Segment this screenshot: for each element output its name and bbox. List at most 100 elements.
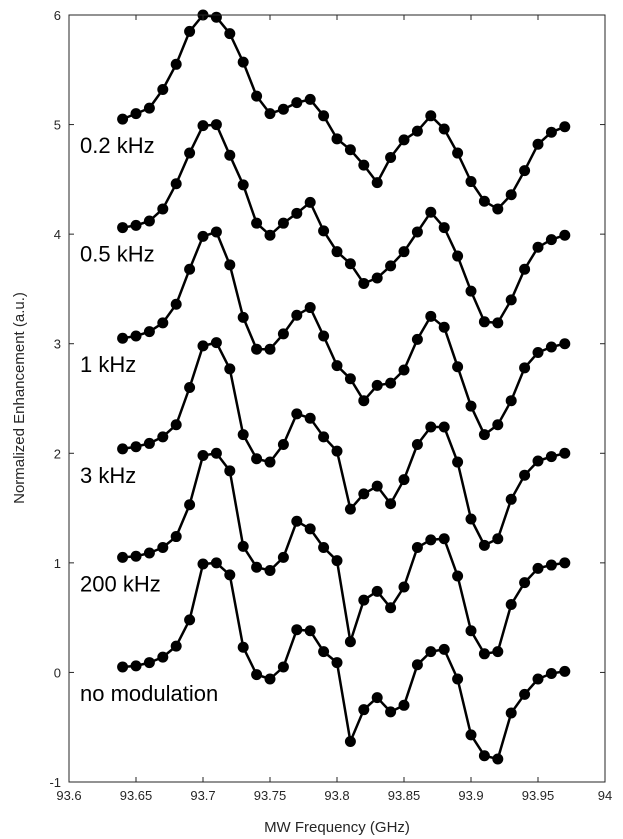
data-point bbox=[532, 241, 544, 253]
data-point bbox=[545, 668, 557, 680]
data-point bbox=[251, 90, 263, 102]
data-point bbox=[371, 272, 383, 284]
data-point bbox=[224, 569, 236, 581]
data-point bbox=[465, 729, 477, 741]
data-point bbox=[505, 493, 517, 505]
data-point bbox=[318, 330, 330, 342]
data-point bbox=[210, 119, 222, 131]
data-point bbox=[492, 646, 504, 658]
data-point bbox=[291, 624, 303, 636]
data-point bbox=[545, 234, 557, 246]
data-point bbox=[117, 332, 129, 344]
data-point bbox=[559, 338, 571, 350]
data-point bbox=[492, 753, 504, 765]
data-point bbox=[358, 159, 370, 171]
data-point bbox=[545, 126, 557, 138]
data-point bbox=[532, 673, 544, 685]
data-point bbox=[478, 648, 490, 660]
x-tick-label: 93.65 bbox=[120, 788, 153, 803]
data-point bbox=[532, 346, 544, 358]
data-point bbox=[358, 277, 370, 289]
data-point bbox=[277, 328, 289, 340]
data-point bbox=[264, 343, 276, 355]
series-line bbox=[122, 561, 566, 761]
data-point bbox=[143, 326, 155, 338]
series-label: 0.5 kHz bbox=[80, 242, 155, 267]
data-point bbox=[143, 547, 155, 559]
data-point bbox=[264, 673, 276, 685]
data-point bbox=[398, 364, 410, 376]
data-point bbox=[210, 337, 222, 349]
data-point bbox=[237, 429, 249, 441]
data-point bbox=[197, 340, 209, 352]
y-axis-ticks: -1 0 1 2 3 4 5 6 bbox=[49, 8, 605, 790]
data-point bbox=[117, 222, 129, 234]
data-point bbox=[478, 539, 490, 551]
data-point bbox=[224, 465, 236, 477]
data-point bbox=[478, 429, 490, 441]
x-axis-label: MW Frequency (GHz) bbox=[264, 819, 410, 836]
data-point bbox=[170, 298, 182, 310]
data-point bbox=[184, 263, 196, 275]
data-point bbox=[519, 577, 531, 589]
data-point bbox=[492, 203, 504, 215]
data-point bbox=[197, 558, 209, 570]
data-point bbox=[264, 108, 276, 120]
data-point bbox=[411, 125, 423, 137]
y-tick-label: 0 bbox=[54, 665, 61, 680]
y-tick-label: 5 bbox=[54, 118, 61, 133]
data-point bbox=[277, 661, 289, 673]
data-point bbox=[505, 707, 517, 719]
data-point bbox=[170, 531, 182, 543]
data-point bbox=[398, 699, 410, 711]
data-point bbox=[519, 165, 531, 177]
data-point bbox=[438, 533, 450, 545]
y-axis-label: Normalized Enhancement (a.u.) bbox=[11, 292, 28, 504]
data-point bbox=[224, 259, 236, 271]
data-point bbox=[385, 602, 397, 614]
data-point bbox=[545, 341, 557, 353]
data-point bbox=[559, 557, 571, 569]
data-point bbox=[237, 179, 249, 191]
data-point bbox=[371, 480, 383, 492]
y-tick-label: -1 bbox=[49, 775, 61, 790]
data-point bbox=[277, 439, 289, 451]
data-point bbox=[251, 669, 263, 681]
data-point bbox=[465, 176, 477, 188]
data-point bbox=[371, 177, 383, 189]
data-point bbox=[452, 147, 464, 159]
data-point bbox=[251, 453, 263, 465]
data-point bbox=[318, 646, 330, 658]
data-point bbox=[210, 557, 222, 569]
data-point bbox=[519, 263, 531, 275]
data-point bbox=[331, 555, 343, 567]
x-axis-ticks: 93.6 93.65 93.7 93.75 93.8 93.85 93.9 93.95 94 bbox=[56, 15, 612, 803]
data-point bbox=[130, 660, 142, 672]
data-point bbox=[492, 533, 504, 545]
data-point bbox=[559, 665, 571, 677]
data-point bbox=[224, 149, 236, 161]
data-point bbox=[465, 400, 477, 412]
data-point bbox=[519, 469, 531, 481]
data-point bbox=[237, 56, 249, 68]
data-point bbox=[130, 550, 142, 562]
data-point bbox=[385, 151, 397, 163]
data-point bbox=[425, 421, 437, 433]
data-point bbox=[492, 419, 504, 431]
data-point bbox=[438, 643, 450, 655]
data-point bbox=[170, 58, 182, 70]
series-label: 0.2 kHz bbox=[80, 133, 155, 158]
data-point bbox=[425, 534, 437, 546]
data-point bbox=[318, 110, 330, 122]
x-tick-label: 93.8 bbox=[324, 788, 349, 803]
data-point bbox=[519, 362, 531, 374]
data-point bbox=[331, 657, 343, 669]
data-point bbox=[505, 294, 517, 306]
data-point bbox=[519, 688, 531, 700]
data-point bbox=[210, 447, 222, 459]
data-point bbox=[425, 206, 437, 218]
data-point bbox=[197, 449, 209, 461]
data-point bbox=[452, 456, 464, 468]
data-point bbox=[465, 513, 477, 525]
